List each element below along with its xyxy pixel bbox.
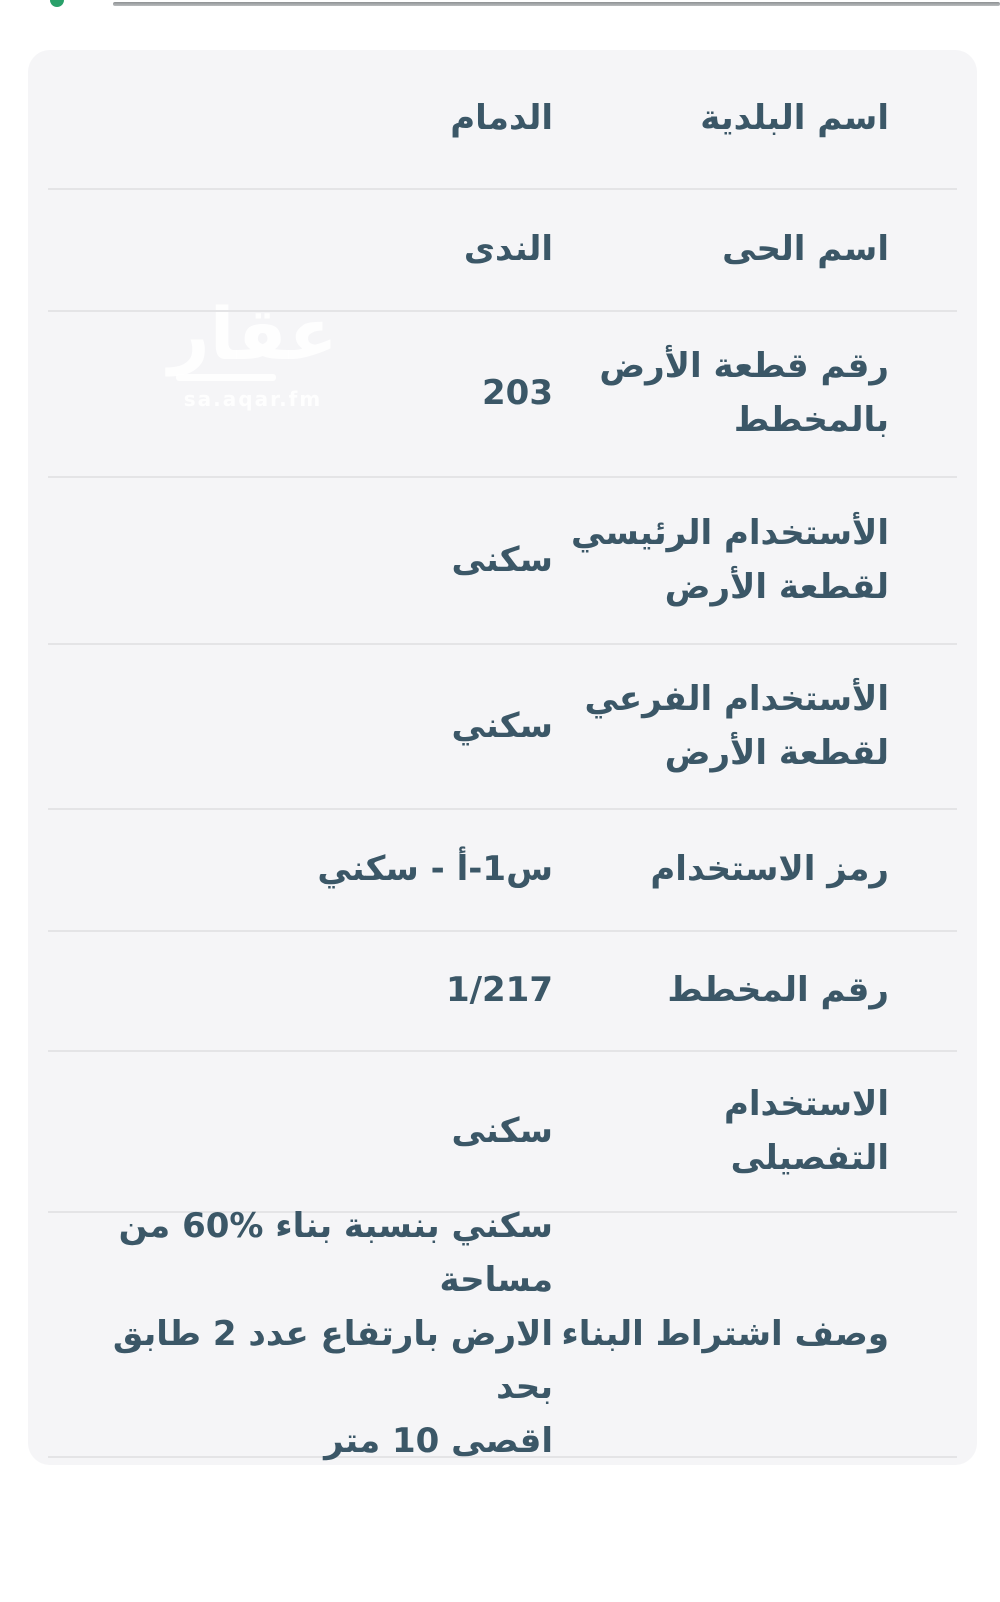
table-row-plan-number: رقم المخطط 1/217 [48, 932, 957, 1052]
table-row-building-condition: وصف اشتراط البناء سكني بنسبة بناء %60 من… [48, 1206, 957, 1461]
land-details-card: عقار sa.aqar.fm اسم البلدية الدمام اسم ا… [28, 50, 977, 1465]
district-name-value: الندى [463, 229, 553, 270]
district-name-label: اسم الحى [722, 229, 889, 270]
building-condition-label: وصف اشتراط البناء [561, 1313, 889, 1354]
table-row-plot-number: رقم قطعة الأرض بالمخطط 203 [48, 312, 957, 478]
main-use-value: سكنى [451, 539, 554, 580]
table-row-detailed-use: الاستخدام التفصيلى سكنى [48, 1052, 957, 1213]
detailed-use-label: الاستخدام التفصيلى [723, 1083, 889, 1178]
municipality-name-value: الدمام [450, 98, 553, 139]
building-condition-value: سكني بنسبة بناء %60 من مساحة الارض بارتف… [112, 1206, 553, 1462]
table-row-sub-use: الأستخدام الفرعي لقطعة الأرض سكني [48, 645, 957, 810]
table-row-main-use: الأستخدام الرئيسي لقطعة الأرض سكنى [48, 478, 957, 645]
use-code-value: س1-أ - سكني [317, 849, 553, 890]
municipality-name-label: اسم البلدية [700, 98, 889, 139]
use-code-label: رمز الاستخدام [650, 849, 889, 890]
detailed-use-value: سكنى [451, 1110, 554, 1151]
plot-number-label: رقم قطعة الأرض بالمخطط [599, 346, 889, 440]
green-indicator-icon [50, 0, 64, 7]
plan-number-value: 1/217 [445, 970, 553, 1011]
sub-use-value: سكني [451, 705, 554, 746]
table-row-district: اسم الحى الندى [48, 190, 957, 312]
plot-number-value: 203 [482, 373, 553, 414]
table-row-use-code: رمز الاستخدام س1-أ - سكني [48, 810, 957, 932]
main-use-label: الأستخدام الرئيسي لقطعة الأرض [570, 512, 889, 607]
top-divider-line [113, 2, 1000, 6]
sub-use-label: الأستخدام الفرعي لقطعة الأرض [584, 678, 889, 773]
table-row-municipality: اسم البلدية الدمام [48, 50, 957, 190]
plan-number-label: رقم المخطط [667, 970, 889, 1011]
